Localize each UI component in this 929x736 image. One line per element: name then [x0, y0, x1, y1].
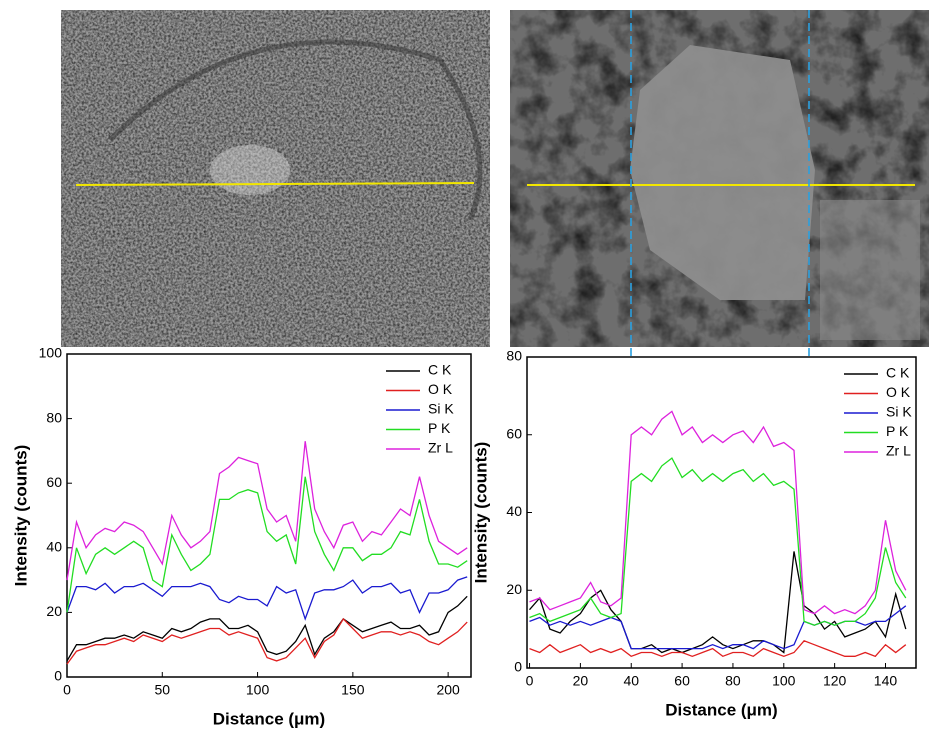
y-tick-label: 60 [46, 474, 62, 490]
x-tick-label: 100 [772, 673, 796, 689]
x-axis-title: Distance (μm) [213, 709, 325, 728]
y-tick-label: 20 [506, 581, 522, 597]
page: {"chart_data": [ {"type": "line", "xlabe… [0, 0, 929, 731]
x-tick-label: 100 [246, 682, 270, 698]
y-tick-label: 0 [54, 668, 62, 684]
figure: 050100150200020406080100Distance (μm)Int… [0, 0, 929, 731]
x-tick-label: 20 [573, 673, 589, 689]
x-tick-label: 40 [623, 673, 639, 689]
y-tick-label: 80 [506, 348, 522, 364]
x-tick-label: 120 [823, 673, 847, 689]
y-tick-label: 80 [46, 409, 62, 425]
legend-label: Si K [886, 404, 912, 420]
legend-label: Zr L [428, 440, 453, 456]
y-axis-title: Intensity (counts) [11, 445, 30, 587]
x-axis-title: Distance (μm) [665, 700, 777, 719]
legend-label: C K [886, 365, 910, 381]
y-tick-label: 20 [46, 603, 62, 619]
y-tick-label: 60 [506, 425, 522, 441]
legend-label: Zr L [886, 443, 911, 459]
x-tick-label: 0 [526, 673, 534, 689]
x-tick-label: 60 [674, 673, 690, 689]
x-tick-label: 50 [154, 682, 170, 698]
y-tick-label: 40 [46, 539, 62, 555]
y-tick-label: 100 [39, 345, 63, 361]
legend-label: P K [428, 420, 451, 436]
legend-label: C K [428, 362, 452, 378]
sem-image-right [510, 10, 929, 347]
x-tick-label: 150 [341, 682, 365, 698]
y-tick-label: 0 [514, 659, 522, 675]
plot-frame [527, 357, 916, 668]
legend-label: Si K [428, 401, 454, 417]
legend-label: P K [886, 423, 909, 439]
x-tick-label: 80 [725, 673, 741, 689]
x-tick-label: 200 [436, 682, 460, 698]
sem-image-left [61, 10, 490, 347]
x-tick-label: 140 [874, 673, 898, 689]
y-tick-label: 40 [506, 503, 522, 519]
y-axis-title: Intensity (counts) [471, 442, 490, 584]
legend-label: O K [886, 384, 911, 400]
x-tick-label: 0 [63, 682, 71, 698]
legend-label: O K [428, 381, 453, 397]
